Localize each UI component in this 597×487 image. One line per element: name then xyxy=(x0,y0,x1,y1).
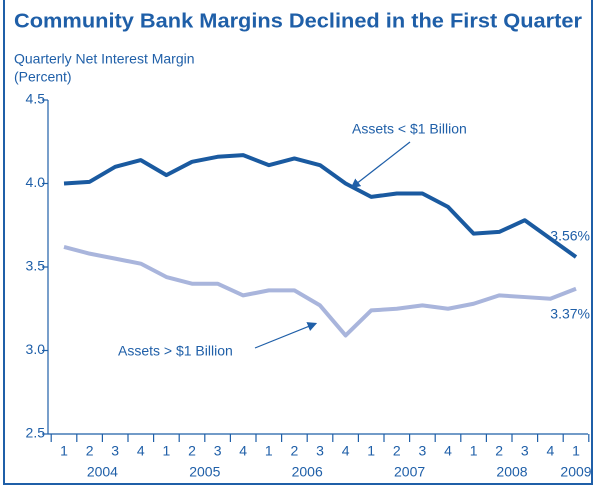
x-tick-label: 1 xyxy=(60,443,68,459)
x-group-label: 2008 xyxy=(496,464,527,480)
x-group-label: 2007 xyxy=(394,464,425,480)
x-tick-label: 3 xyxy=(316,443,324,459)
y-axis-unit: (Percent) xyxy=(14,69,72,85)
x-tick-label: 3 xyxy=(111,443,119,459)
series-label: Assets > $1 Billion xyxy=(118,343,233,359)
x-tick-label: 1 xyxy=(470,443,478,459)
x-tick-label: 3 xyxy=(214,443,222,459)
y-tick-label: 4.5 xyxy=(26,91,46,107)
x-group-label: 2006 xyxy=(292,464,323,480)
x-tick-label: 2 xyxy=(393,443,401,459)
x-tick-label: 4 xyxy=(239,443,247,459)
x-tick-label: 1 xyxy=(572,443,580,459)
end-value-label: 3.37% xyxy=(550,305,590,321)
line-series xyxy=(63,153,578,259)
callout-arrow xyxy=(350,141,411,189)
series-label: Assets < $1 Billion xyxy=(352,121,467,137)
x-tick-label: 3 xyxy=(419,443,427,459)
y-axis-label: Quarterly Net Interest Margin xyxy=(14,51,195,67)
x-tick-label: 4 xyxy=(444,443,452,459)
y-tick-label: 4.0 xyxy=(26,174,46,190)
end-value-label: 3.56% xyxy=(550,228,590,244)
x-tick-label: 1 xyxy=(163,443,171,459)
x-tick-label: 2 xyxy=(86,443,94,459)
x-tick-label: 4 xyxy=(547,443,555,459)
x-tick-label: 1 xyxy=(265,443,273,459)
chart-title: Community Bank Margins Declined in the F… xyxy=(14,10,582,32)
x-tick-label: 1 xyxy=(367,443,375,459)
y-tick-label: 3.0 xyxy=(26,341,46,357)
x-tick-label: 2 xyxy=(188,443,196,459)
frame xyxy=(3,0,593,485)
x-tick-label: 2 xyxy=(291,443,299,459)
x-tick-label: 2 xyxy=(495,443,503,459)
line-series xyxy=(63,245,577,338)
x-group-label: 2004 xyxy=(87,464,118,480)
x-group-label: 2009 xyxy=(560,464,591,480)
x-group-label: 2005 xyxy=(189,464,220,480)
x-tick-label: 4 xyxy=(342,443,350,459)
x-tick-label: 3 xyxy=(521,443,529,459)
callout-arrow xyxy=(254,322,318,349)
x-tick-label: 4 xyxy=(137,443,145,459)
y-tick-label: 3.5 xyxy=(26,258,46,274)
y-tick-label: 2.5 xyxy=(26,425,46,441)
